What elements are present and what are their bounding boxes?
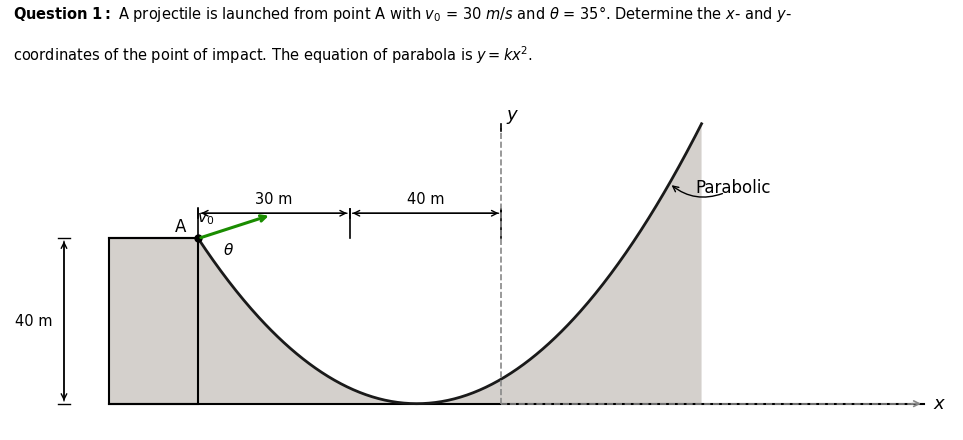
Text: Parabolic: Parabolic — [695, 179, 770, 197]
Text: 40 m: 40 m — [14, 314, 52, 329]
Text: $\bf{Question\ 1:}$ A projectile is launched from point A with $v_0$ = 30 $m/s$ : $\bf{Question\ 1:}$ A projectile is laun… — [13, 4, 792, 24]
Text: $v_0$: $v_0$ — [196, 211, 214, 227]
Text: A: A — [175, 218, 186, 236]
Text: x: x — [934, 395, 945, 413]
Text: 30 m: 30 m — [255, 192, 293, 207]
Polygon shape — [109, 238, 198, 403]
Polygon shape — [198, 124, 702, 403]
Text: coordinates of the point of impact. The equation of parabola is $y = kx^2$.: coordinates of the point of impact. The … — [13, 44, 533, 66]
Text: y: y — [507, 106, 517, 124]
Text: 40 m: 40 m — [406, 192, 444, 207]
Text: $\theta$: $\theta$ — [223, 242, 234, 258]
